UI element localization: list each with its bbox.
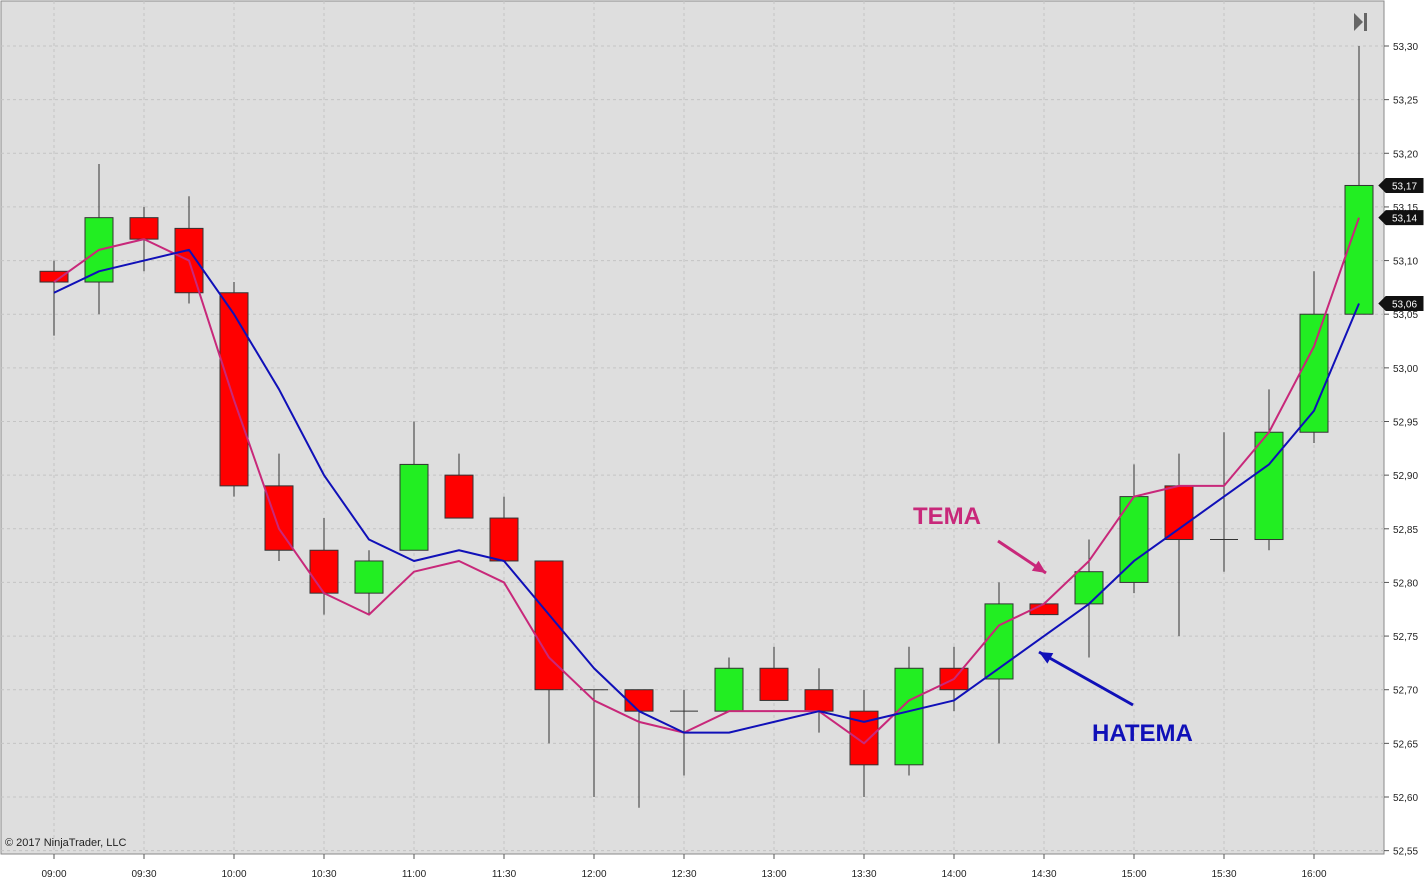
price-tag: 53,17 bbox=[1378, 177, 1424, 193]
candle-body-down bbox=[624, 689, 654, 712]
y-tick-label: 53,25 bbox=[1393, 96, 1418, 107]
candle-body-up bbox=[894, 667, 924, 766]
scroll-arrow bbox=[1354, 13, 1363, 31]
candle bbox=[399, 421, 429, 551]
candle-body-up bbox=[354, 560, 384, 594]
candle-body-down bbox=[489, 517, 519, 562]
copyright-text: © 2017 NinjaTrader, LLC bbox=[5, 837, 126, 849]
y-tick-label: 52,95 bbox=[1393, 418, 1418, 429]
y-tick-label: 53,10 bbox=[1393, 257, 1418, 268]
candle-body-down bbox=[444, 474, 474, 519]
y-tick-label: 53,00 bbox=[1393, 364, 1418, 375]
y-tick-label: 53,15 bbox=[1393, 203, 1418, 214]
y-tick-label: 52,80 bbox=[1393, 578, 1418, 589]
y-tick-label: 52,65 bbox=[1393, 739, 1418, 750]
series-line-tema bbox=[53, 217, 1360, 745]
annotation-arrow-head bbox=[1039, 652, 1054, 664]
annotation-arrow-line bbox=[1038, 650, 1134, 707]
candle-body-up bbox=[399, 463, 429, 551]
price-tag-box bbox=[1378, 210, 1424, 226]
x-tick-label: 15:00 bbox=[1121, 869, 1146, 880]
candle-body-up bbox=[1254, 431, 1284, 541]
y-tick-label: 53,05 bbox=[1393, 310, 1418, 321]
x-tick-label: 10:00 bbox=[221, 869, 246, 880]
x-tick-label: 11:00 bbox=[402, 869, 427, 880]
candle-body-up bbox=[714, 667, 744, 712]
candle bbox=[1164, 453, 1194, 637]
candle-body-down bbox=[804, 689, 834, 712]
candle-body-down bbox=[1164, 485, 1194, 541]
x-tick-label: 09:00 bbox=[41, 869, 66, 880]
x-tick-label: 14:00 bbox=[941, 869, 966, 880]
candle bbox=[1074, 539, 1104, 658]
x-tick-label: 12:30 bbox=[671, 869, 696, 880]
candle bbox=[1254, 389, 1284, 551]
annotation-label: HATEMA bbox=[1092, 720, 1193, 747]
y-tick-label: 52,70 bbox=[1393, 686, 1418, 697]
x-tick-label: 14:30 bbox=[1031, 869, 1056, 880]
candle bbox=[309, 518, 339, 615]
x-tick-label: 09:30 bbox=[131, 869, 156, 880]
scroll-bar bbox=[1364, 13, 1367, 31]
y-tick-label: 52,90 bbox=[1393, 471, 1418, 482]
series-line-hatema bbox=[53, 248, 1360, 734]
x-tick-label: 15:30 bbox=[1211, 869, 1236, 880]
candle bbox=[1344, 46, 1374, 315]
candle bbox=[264, 453, 294, 561]
y-tick-label: 52,85 bbox=[1393, 525, 1418, 536]
scroll-to-end-icon[interactable] bbox=[1354, 13, 1367, 31]
price-tag: 53,06 bbox=[1378, 295, 1424, 311]
annotation-label: TEMA bbox=[913, 503, 981, 530]
candle bbox=[444, 453, 474, 519]
candle-body-up bbox=[1299, 313, 1329, 433]
annotation-tema: TEMA bbox=[913, 503, 1047, 575]
y-tick-label: 53,20 bbox=[1393, 149, 1418, 160]
candle-body-down bbox=[219, 292, 249, 487]
y-tick-label: 52,60 bbox=[1393, 793, 1418, 804]
candle-body-up bbox=[984, 603, 1014, 680]
price-tag-label: 53,06 bbox=[1392, 299, 1417, 310]
candle-body-down bbox=[264, 485, 294, 551]
candle bbox=[1210, 432, 1238, 572]
candle-body-down bbox=[129, 217, 159, 240]
x-tick-label: 13:00 bbox=[761, 869, 786, 880]
candle-body-up bbox=[1074, 571, 1104, 605]
candle-body-up bbox=[1344, 184, 1374, 315]
candle bbox=[219, 282, 249, 497]
candle bbox=[354, 550, 384, 615]
price-tag-label: 53,14 bbox=[1392, 214, 1417, 225]
x-tick-label: 16:00 bbox=[1301, 869, 1326, 880]
price-tag-box bbox=[1378, 295, 1424, 311]
x-tick-label: 11:30 bbox=[492, 869, 517, 880]
price-tag: 53,14 bbox=[1378, 210, 1424, 226]
candle bbox=[984, 582, 1014, 744]
annotation-arrow-head bbox=[1031, 560, 1046, 573]
annotation-hatema: HATEMA bbox=[1038, 650, 1193, 747]
candle bbox=[759, 646, 789, 701]
candle-body-down bbox=[309, 549, 339, 594]
x-tick-label: 10:30 bbox=[311, 869, 336, 880]
x-tick-label: 13:30 bbox=[851, 869, 876, 880]
y-tick-label: 52,55 bbox=[1393, 847, 1418, 858]
candle-body-down bbox=[39, 270, 69, 283]
candle bbox=[580, 689, 608, 797]
y-tick-label: 53,30 bbox=[1393, 42, 1418, 53]
price-tag-box bbox=[1378, 177, 1424, 193]
candle-body-down bbox=[759, 667, 789, 701]
x-tick-label: 12:00 bbox=[581, 869, 606, 880]
price-tag-label: 53,17 bbox=[1392, 181, 1417, 192]
y-tick-label: 52,75 bbox=[1393, 632, 1418, 643]
